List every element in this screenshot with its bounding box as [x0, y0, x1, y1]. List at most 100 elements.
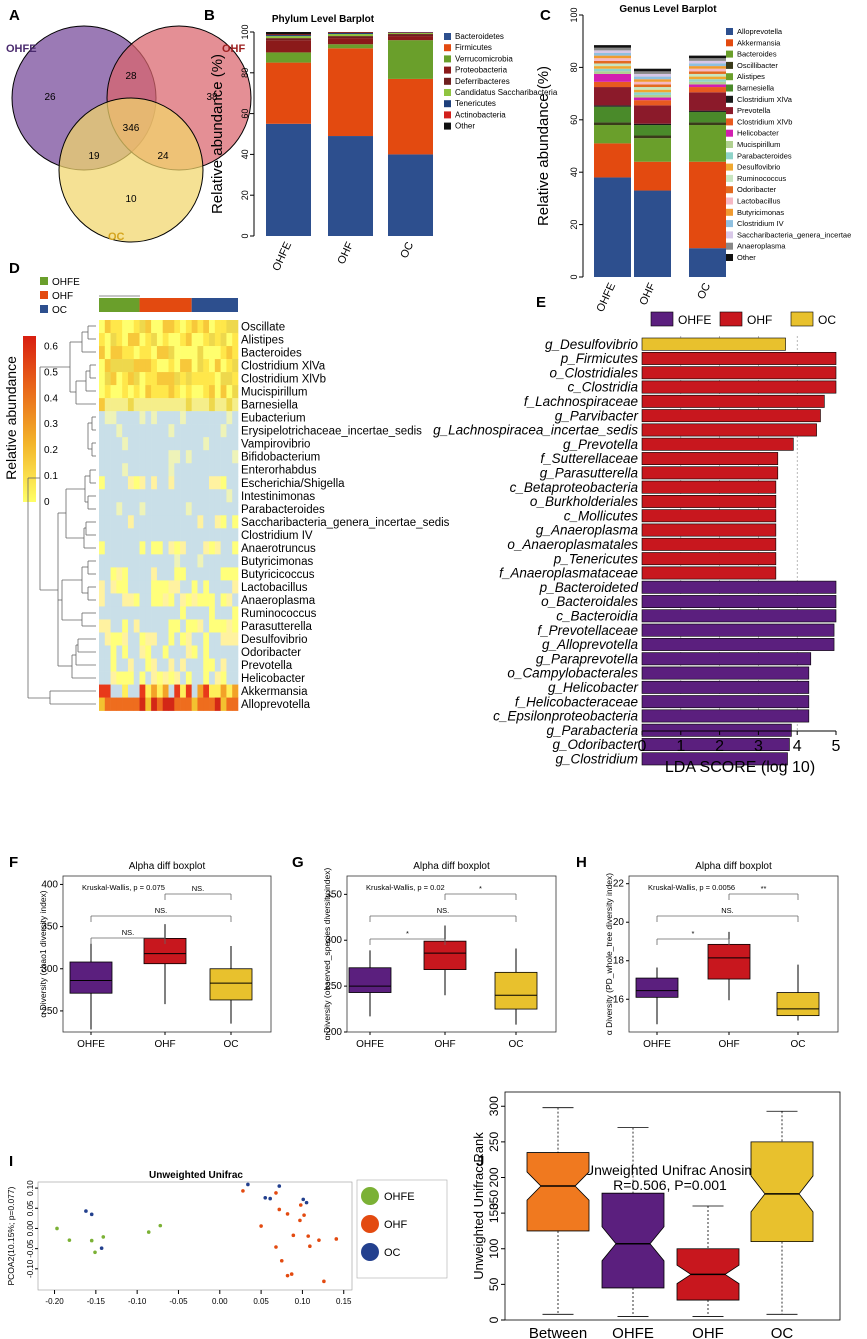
heatmap-cell — [133, 593, 140, 607]
venn-set-label-oc: OC — [108, 231, 125, 243]
heatmap-cell — [191, 684, 198, 698]
heatmap-cell — [156, 372, 164, 386]
heatmap-row-label: Clostridium XlVb — [241, 374, 326, 386]
heatmap-cell — [214, 359, 221, 373]
heatmap-cell — [116, 359, 123, 373]
heatmap-cell — [168, 593, 175, 607]
heatmap-cell — [110, 333, 117, 347]
heatmap-cell — [162, 411, 169, 425]
heatmap-cell — [174, 320, 181, 334]
heatmap-cell — [145, 476, 152, 490]
heatmap-cell — [180, 606, 187, 620]
heatmap-cell — [214, 333, 221, 347]
heatmap-cell — [104, 437, 111, 451]
legend-label: Clostridium XlVa — [737, 95, 793, 104]
heatmap-cell — [180, 476, 187, 490]
heatmap-cell — [156, 684, 164, 698]
heatmap-cell — [180, 619, 187, 633]
heatmap-cell — [209, 437, 216, 451]
heatmap-cell — [214, 411, 221, 425]
heatmap-cell — [180, 411, 187, 425]
heatmap-cell — [145, 684, 152, 698]
heatmap-cell — [116, 502, 123, 516]
heatmap-cell — [122, 671, 129, 685]
y-tick-label: 18 — [613, 956, 625, 967]
notched-box-ohfe — [601, 1192, 665, 1289]
heatmap-cell — [209, 632, 216, 646]
heatmap-cell — [122, 593, 129, 607]
bar-segment-helicobacter — [689, 84, 726, 88]
heatmap-cell — [185, 580, 192, 594]
legend-swatch — [726, 141, 733, 148]
heatmap-cell — [214, 671, 221, 685]
heatmap-cell — [226, 567, 233, 581]
heatmap-cell — [197, 489, 204, 503]
scatter-point-ohf — [317, 1238, 321, 1242]
heatmap-cell — [122, 411, 129, 425]
heatmap-cell — [232, 450, 239, 464]
lefse-bar-label: c_Bacteroidia — [556, 609, 638, 624]
bar-segment-tenericutes — [266, 35, 311, 37]
lefse-bar — [641, 680, 810, 694]
legend-label: Firmicutes — [455, 43, 492, 52]
heatmap-cell — [220, 372, 227, 386]
venn-count-ohf-oc: 24 — [157, 151, 169, 162]
legend-label: Helicobacter — [737, 129, 779, 138]
y-tick-label: -0.05 — [26, 1239, 35, 1258]
legend-label: Akkermansia — [737, 38, 781, 47]
legend-swatch — [444, 100, 451, 108]
scatter-point-ohf — [302, 1213, 306, 1217]
heatmap-cell — [145, 619, 152, 633]
heatmap-cell — [116, 580, 123, 594]
heatmap-cell — [232, 541, 239, 555]
heatmap-cell — [220, 476, 227, 490]
heatmap-cell — [191, 515, 198, 529]
heatmap-cell — [191, 567, 198, 581]
bar-segment-deferribacteres — [266, 38, 311, 41]
heatmap-cell — [127, 593, 135, 607]
heatmap-cell — [122, 333, 129, 347]
bar-segment-mucispirillum — [689, 81, 726, 85]
heatmap-cell — [139, 515, 146, 529]
bar-segment-oscillibacter — [594, 122, 631, 126]
heatmap-cell — [168, 580, 175, 594]
heatmap-cell — [203, 645, 210, 659]
heatmap-cell — [99, 385, 106, 399]
legend-dot-ohf — [361, 1215, 379, 1233]
heatmap-cell — [99, 489, 106, 503]
bar-segment-other — [594, 45, 631, 48]
box-oc — [209, 968, 253, 1001]
legend-swatch — [726, 73, 733, 81]
heatmap-cell — [122, 502, 129, 516]
lefse-bar-label: g_Parabacteria — [546, 723, 638, 738]
heatmap-cell — [122, 346, 129, 360]
legend-swatch — [726, 163, 733, 171]
heatmap-cell — [116, 593, 123, 607]
legend-label-ohfe: OHFE — [384, 1191, 415, 1203]
legend-swatch — [444, 77, 451, 85]
heatmap-cell — [220, 489, 227, 503]
heatmap-cell — [197, 424, 204, 438]
heatmap-cell — [127, 333, 135, 347]
heatmap-cell — [203, 450, 210, 464]
lefse-legend-label-ohfe: OHFE — [678, 313, 711, 327]
heatmap-cell — [127, 372, 135, 386]
heatmap-cell — [168, 437, 175, 451]
heatmap-cell — [191, 385, 198, 399]
heatmap-cell — [226, 671, 233, 685]
heatmap-cell — [151, 619, 158, 633]
heatmap-cell — [214, 424, 221, 438]
heatmap-cell — [104, 489, 111, 503]
heatmap-cell — [168, 658, 175, 672]
scatter-point-ohf — [241, 1189, 245, 1193]
heatmap-cell — [203, 346, 210, 360]
heatmap-cell — [174, 593, 181, 607]
heatmap-cell — [127, 385, 135, 399]
heatmap-cell — [185, 554, 192, 568]
bar-segment-alloprevotella — [689, 248, 726, 277]
heatmap-cell — [139, 645, 146, 659]
lefse-bar-label: p_Firmicutes — [560, 351, 639, 366]
heatmap-cell — [127, 580, 135, 594]
heatmap-cell — [203, 385, 210, 399]
heatmap-cell — [197, 632, 204, 646]
